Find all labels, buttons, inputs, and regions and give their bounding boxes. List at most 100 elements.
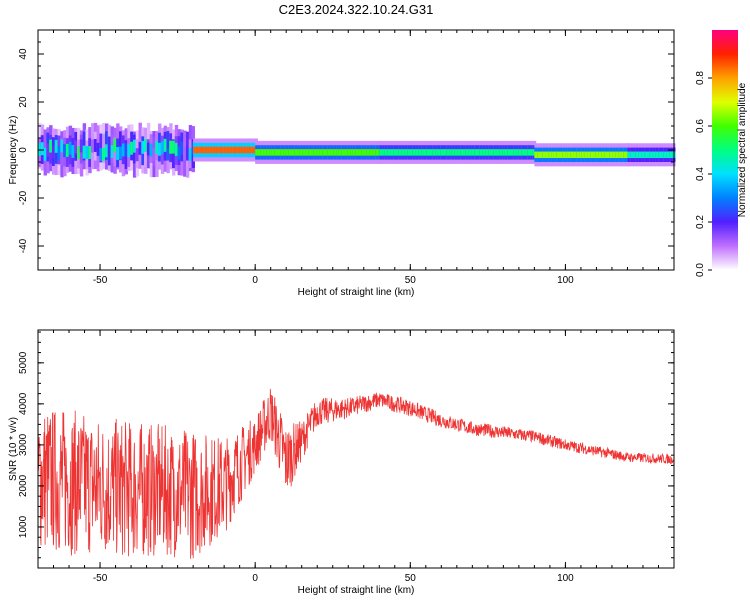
spectrogram-cell: [158, 142, 162, 156]
y-tick-label: -20: [18, 190, 29, 205]
spectrogram-cell: [454, 149, 459, 156]
spectrogram-cell: [302, 149, 307, 156]
spectrogram-cell: [649, 151, 654, 159]
snr-y-ticks: 1000 2000 3000 4000 5000: [18, 331, 674, 569]
spectrogram-cell: [82, 145, 87, 159]
spectrogram-cell: [152, 148, 156, 162]
spectrogram-cell: [91, 139, 95, 153]
spectrogram-cell: [308, 149, 312, 156]
spectrogram-cell: [330, 149, 334, 156]
spectrogram-cell: [311, 149, 315, 156]
spectrogram-cell: [463, 149, 467, 156]
spectrogram-cell: [595, 151, 600, 159]
spectrogram-cell: [660, 151, 665, 159]
y-tick-label: 4000: [18, 392, 29, 415]
spectrogram-cell: [606, 151, 611, 159]
snr-x-axis-label: Height of straight line (km): [298, 585, 415, 596]
spectrogram-cell: [635, 151, 640, 159]
spectrogram-y-axis-label: Frequency (Hz): [8, 116, 19, 185]
spectrogram-cell: [390, 149, 394, 156]
spectrogram-cell: [488, 149, 492, 156]
spectrogram-cell: [263, 149, 267, 156]
spectrogram-cell: [382, 149, 386, 156]
spectrogram-cell: [107, 144, 112, 158]
spectrogram-cell: [355, 149, 360, 156]
spectrogram-cell: [229, 146, 233, 154]
spectrogram-cell: [407, 149, 411, 156]
spectrogram-cell: [124, 143, 128, 157]
spectrogram-cell: [493, 149, 498, 156]
spectrogram-cell: [534, 151, 538, 159]
spectrogram-cell: [255, 149, 259, 156]
spectrogram-cell: [457, 149, 461, 156]
spectrogram-cell: [40, 142, 45, 156]
spectrogram-cell: [485, 149, 489, 156]
spectrogram-cell: [379, 149, 383, 156]
spectrogram-cell: [327, 149, 332, 156]
spectrogram-cell: [615, 151, 619, 159]
spectrogram-cell: [251, 146, 256, 154]
spectrogram-cell: [584, 151, 589, 159]
y-tick-label: 5000: [18, 351, 29, 374]
snr-frame: [37, 329, 675, 569]
spectrogram-cell: [294, 149, 298, 156]
spectrogram-cell: [396, 149, 400, 156]
spectrogram-cell: [297, 149, 301, 156]
spectrogram-cell: [451, 149, 456, 156]
spectrogram-cell: [43, 147, 47, 161]
spectrogram-cell: [460, 149, 464, 156]
spectrogram-cell: [524, 149, 528, 156]
spectrogram-cell: [409, 149, 414, 156]
spectrogram-cell: [384, 149, 389, 156]
spectrogram-cell: [166, 147, 170, 161]
spectrogram-cell: [207, 146, 211, 154]
snr-panel: -50 0 50 100 1000 2000 3000 4000 5000 Height of…: [8, 329, 675, 596]
spectrogram-cell: [188, 148, 193, 162]
spectrogram-cell: [237, 146, 242, 154]
spectrogram-cell: [319, 149, 323, 156]
spectrogram-cell: [502, 149, 506, 156]
spectrogram-cell: [581, 151, 586, 159]
spectrogram-cell: [601, 151, 605, 159]
spectrogram-cell: [437, 149, 442, 156]
spectrogram-cell: [590, 151, 594, 159]
spectrogram-cell: [553, 151, 558, 159]
spectrogram-cell: [285, 149, 290, 156]
spectrogram-cell: [666, 151, 670, 159]
spectrogram-cell: [277, 149, 281, 156]
spectrogram-cell: [209, 146, 214, 154]
spectrogram-cell: [372, 149, 376, 156]
y-tick-label: 20: [18, 96, 29, 108]
spectrogram-cell: [612, 151, 616, 159]
spectrogram-cell: [135, 148, 140, 162]
spectrogram-cell: [85, 146, 89, 160]
spectrogram-cell: [280, 149, 284, 156]
spectrogram-cell: [174, 142, 179, 156]
spectrogram-cell: [341, 149, 346, 156]
snr-series-line: [37, 388, 675, 559]
x-tick-label: 0: [252, 573, 258, 584]
spectrogram-cell: [593, 151, 597, 159]
spectrogram-cell: [99, 133, 103, 163]
spectrogram-cell: [421, 149, 425, 156]
spectrogram-cell: [604, 151, 608, 159]
spectrogram-cell: [132, 139, 137, 153]
x-tick-label: 50: [405, 573, 417, 584]
spectrogram-cell: [113, 137, 117, 167]
spectrogram-cell: [609, 151, 614, 159]
spectrogram-cell: [235, 146, 239, 154]
spectrogram-cell: [180, 141, 184, 155]
spectrogram-cell: [65, 143, 70, 157]
spectrogram-marks: [38, 122, 676, 178]
spectrogram-cell: [204, 146, 208, 154]
spectrogram-cell: [432, 149, 436, 156]
spectrogram-cell: [652, 151, 656, 159]
spectrogram-cell: [68, 141, 73, 155]
spectrogram-cell: [271, 149, 276, 156]
spectrogram-cell: [223, 146, 228, 154]
spectrogram-cell: [545, 151, 549, 159]
spectrogram-cell: [630, 151, 634, 159]
spectrogram-cell: [361, 149, 365, 156]
spectrogram-cell: [185, 131, 190, 161]
spectrogram-cell: [305, 149, 309, 156]
